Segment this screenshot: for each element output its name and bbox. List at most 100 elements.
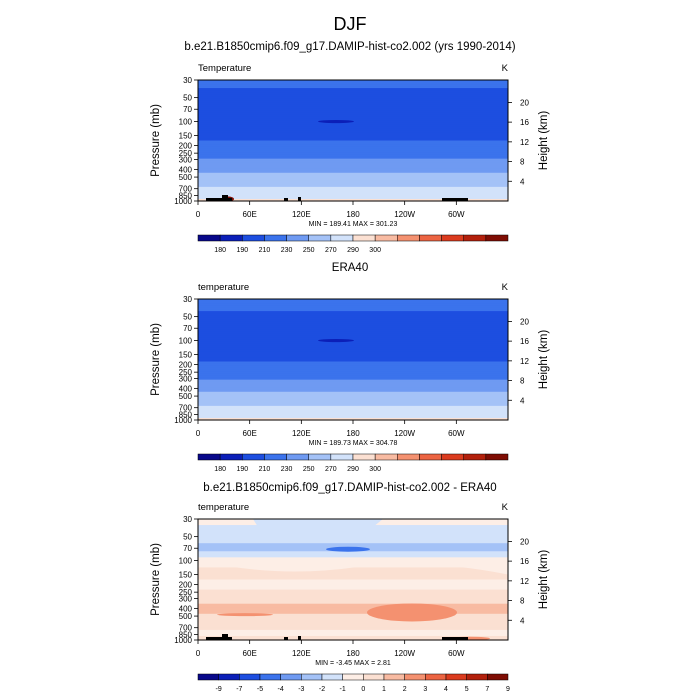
- y-tick-label: 30: [183, 515, 192, 524]
- contour-band: [198, 88, 508, 91]
- colorbar-swatch: [264, 453, 287, 461]
- colorbar-label: 180: [214, 247, 226, 254]
- contour-band: [198, 373, 508, 377]
- contour-band: [198, 337, 508, 340]
- y-tick-label: 200: [179, 360, 193, 369]
- contour-band: [198, 108, 508, 111]
- colorbar-label: 3: [423, 686, 427, 693]
- colorbar-label: 270: [325, 247, 337, 254]
- contour-band: [198, 321, 508, 324]
- colorbar-label: 250: [303, 247, 315, 254]
- contour-band: [198, 333, 508, 336]
- contour-band: [198, 591, 508, 595]
- colorbar-swatch: [197, 453, 221, 461]
- contour-band: [198, 299, 508, 302]
- topography: [298, 197, 301, 201]
- contour-band: [198, 353, 508, 357]
- variable-label: temperature: [198, 282, 249, 293]
- colorbar-label: 4: [444, 686, 448, 693]
- contour-band: [198, 319, 508, 322]
- contour-band: [198, 635, 508, 639]
- colorbar-swatch: [321, 673, 343, 681]
- contour-band: [198, 174, 508, 178]
- y-tick-label: 30: [183, 295, 192, 304]
- colorbar-swatch: [374, 234, 398, 242]
- colorbar-label: -1: [340, 686, 346, 693]
- contour-band: [198, 98, 508, 101]
- contour-band: [198, 124, 508, 127]
- contour-band: [198, 407, 508, 411]
- colorbar-swatch: [218, 673, 240, 681]
- contour-band: [198, 583, 508, 587]
- contour-band: [198, 409, 508, 413]
- contour-band: [198, 397, 508, 401]
- y-right-tick-label: 4: [520, 177, 525, 186]
- x-tick-label: 60W: [448, 649, 465, 658]
- y-tick-label: 150: [179, 571, 193, 580]
- topography: [206, 198, 232, 201]
- contour-band: [198, 132, 508, 136]
- contour-band: [198, 631, 508, 635]
- contour-band: [198, 553, 508, 556]
- units-label: K: [502, 63, 509, 74]
- contour-band: [198, 146, 508, 150]
- contour-band: [198, 615, 508, 619]
- colorbar-swatch: [352, 234, 376, 242]
- colorbar-label: 210: [259, 247, 271, 254]
- colorbar-swatch: [308, 234, 332, 242]
- contour-band: [198, 415, 508, 419]
- contour-band: [198, 325, 508, 328]
- contour-band: [198, 405, 508, 409]
- colorbar-label: 230: [281, 247, 293, 254]
- colorbar-swatch: [301, 673, 323, 681]
- contour-band: [198, 343, 508, 346]
- y-tick-label: 50: [183, 533, 192, 542]
- contour-band: [198, 126, 508, 129]
- figure-title: DJF: [334, 14, 367, 34]
- contour-band: [198, 331, 508, 334]
- x-tick-label: 60W: [448, 429, 465, 438]
- colorbar-label: 300: [369, 466, 381, 473]
- colorbar-label: 180: [214, 466, 226, 473]
- contour-band: [198, 403, 508, 407]
- contour-band: [198, 597, 508, 601]
- colorbar-swatch: [487, 673, 509, 681]
- y-right-tick-label: 16: [520, 337, 529, 346]
- x-tick-label: 60W: [448, 210, 465, 219]
- colorbar-swatch: [219, 453, 243, 461]
- anomaly-patch: [326, 546, 370, 552]
- colorbar-label: -5: [257, 686, 263, 693]
- contour-band: [198, 601, 508, 605]
- x-tick-label: 60E: [243, 649, 257, 658]
- x-tick-label: 180: [346, 429, 360, 438]
- y-tick-label: 500: [179, 392, 193, 401]
- colorbar-swatch: [485, 453, 509, 461]
- colorbar-swatch: [445, 673, 467, 681]
- contour-band: [198, 359, 508, 363]
- y-tick-label: 400: [179, 604, 193, 613]
- contour-band: [198, 393, 508, 397]
- colorbar-label: 290: [347, 466, 359, 473]
- y-tick-label: 1000: [174, 636, 192, 645]
- colorbar-swatch: [466, 673, 488, 681]
- contour-band: [198, 399, 508, 403]
- contour-band: [198, 180, 508, 184]
- colorbar-swatch: [239, 673, 261, 681]
- y-tick-label: 850: [179, 410, 193, 419]
- contour-band: [198, 100, 508, 103]
- y-right-axis-title: Height (km): [538, 330, 550, 390]
- colorbar-label: 190: [236, 466, 248, 473]
- y-tick-label: 300: [179, 374, 193, 383]
- topography: [222, 634, 228, 640]
- colorbar-swatch: [463, 453, 487, 461]
- contour-band: [198, 637, 508, 641]
- contour-band: [198, 411, 508, 415]
- contour-band: [198, 385, 508, 389]
- contour-band: [198, 140, 508, 144]
- contour-band: [198, 627, 508, 631]
- contour-band: [198, 164, 508, 168]
- contour-band: [198, 581, 508, 585]
- contour-band: [198, 381, 508, 385]
- panel-title: b.e21.B1850cmip6.f09_g17.DAMIP-hist-co2.…: [184, 41, 515, 53]
- contour-band: [198, 603, 508, 607]
